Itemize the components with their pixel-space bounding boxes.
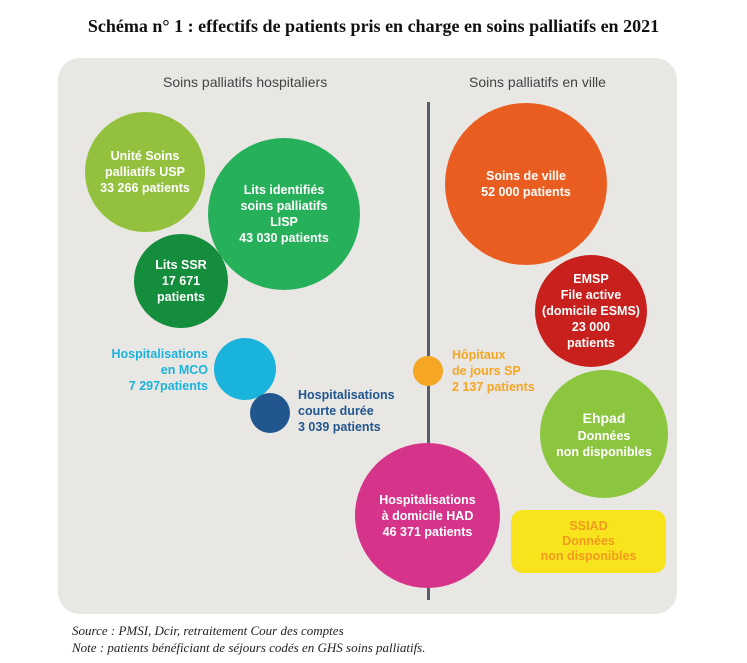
bubble-ville-line-1: Soins de ville [486,169,566,183]
bubble-hopitaux-de-jours-label: Hôpitaux de jours SP 2 137 patients [452,347,562,395]
bubble-courte-duree-label: Hospitalisations courte durée 3 039 pati… [298,387,418,435]
bubble-courte-duree-line-1: Hospitalisations [298,388,395,402]
bubble-usp-line-3: 33 266 patients [100,181,190,195]
bubble-ssr-line-2: 17 671 [161,274,201,288]
bubble-ehpad: Ehpad Données non disponibles [540,370,668,498]
bubble-usp: Unité Soins palliatifs USP 33 266 patien… [85,112,205,232]
bubble-emsp-line-5: patients [567,336,615,350]
section-heading-hospital: Soins palliatifs hospitaliers [163,74,328,90]
bubble-emsp-line-2: File active [560,288,622,302]
bubble-emsp: EMSP File active (domicile ESMS) 23 000 … [535,255,647,367]
bubble-mco-line-1: Hospitalisations [111,347,208,361]
bubble-ssr: Lits SSR 17 671 patients [134,234,228,328]
footnote: Note : patients bénéficiant de séjours c… [72,640,426,655]
section-heading-ville: Soins palliatifs en ville [469,74,606,90]
bubble-ehpad-line-3: non disponibles [556,445,652,459]
bubble-ssr-line-3: patients [157,290,205,304]
bubble-ehpad-line-2: Données [577,429,631,443]
bubble-mco-line-2: en MCO [160,363,208,377]
bubble-emsp-line-3: (domicile ESMS) [542,304,640,318]
bubble-ssr-line-1: Lits SSR [155,258,207,272]
bubble-courte-duree [250,393,290,433]
bubble-lisp-line-4: 43 030 patients [239,231,329,245]
bubble-had-line-3: 46 371 patients [382,524,473,539]
bubble-emsp-line-4: 23 000 [571,320,611,334]
bubble-hdj-line-3: 2 137 patients [452,380,535,394]
bubble-had: Hospitalisations à domicile HAD 46 371 p… [355,443,500,588]
bubble-usp-line-1: Unité Soins [110,149,180,163]
bubble-lisp-line-1: Lits identifiés [243,183,325,197]
box-ssiad-line-1: SSIAD [569,519,608,533]
page-title: Schéma n° 1 : effectifs de patients pris… [87,16,660,36]
bubble-courte-duree-line-3: 3 039 patients [298,420,381,434]
bubble-soins-de-ville: Soins de ville 52 000 patients [445,103,607,265]
box-ssiad-line-3: non disponibles [540,549,637,563]
bubble-hdj-line-2: de jours SP [452,364,521,378]
bubble-had-line-2: à domicile HAD [381,508,474,523]
bubble-mco-label: Hospitalisations en MCO 7 297patients [92,346,208,394]
bubble-courte-duree-line-2: courte durée [298,404,374,418]
bubble-mco [214,338,276,400]
source-note: Source : PMSI, Dcir, retraitement Cour d… [72,623,344,638]
bubble-lisp: Lits identifiés soins palliatifs LISP 43… [208,138,360,290]
bubble-lisp-line-3: LISP [270,215,298,229]
bubble-hopitaux-de-jours [413,356,443,386]
box-ssiad: SSIAD Données non disponibles [511,510,666,573]
bubble-ehpad-line-1: Ehpad [582,410,626,426]
bubble-hdj-line-1: Hôpitaux [452,348,506,362]
bubble-mco-line-3: 7 297patients [128,379,208,393]
bubble-usp-line-2: palliatifs USP [105,165,185,179]
bubble-had-line-1: Hospitalisations [379,492,476,507]
section-divider [427,102,430,600]
bubble-lisp-line-2: soins palliatifs [240,199,328,213]
bubble-emsp-line-1: EMSP [573,272,609,286]
box-ssiad-line-2: Données [562,534,615,548]
bubble-ville-line-2: 52 000 patients [481,185,571,199]
